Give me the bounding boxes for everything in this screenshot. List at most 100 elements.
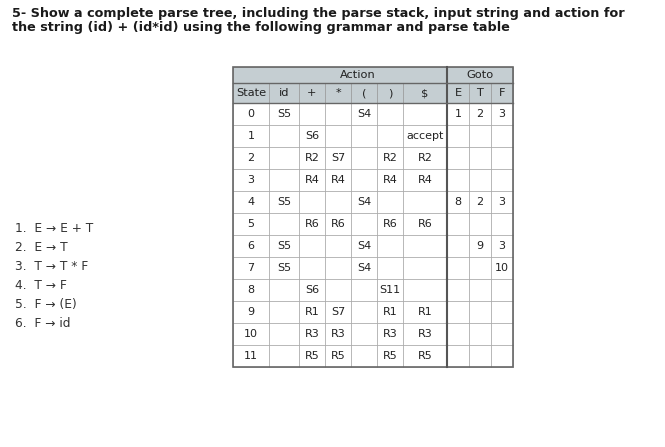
Bar [325, 257, 351, 279]
Bar [269, 83, 299, 103]
Text: S5: S5 [277, 263, 291, 273]
Text: S5: S5 [277, 109, 291, 119]
Bar [233, 191, 269, 213]
Bar [403, 279, 447, 301]
Text: S5: S5 [277, 197, 291, 207]
Bar [325, 147, 351, 169]
Bar [299, 125, 325, 147]
Text: 4: 4 [247, 197, 255, 207]
Bar [299, 83, 325, 103]
Bar [491, 257, 513, 279]
Bar [325, 301, 351, 323]
Text: S4: S4 [357, 109, 371, 119]
Bar [491, 103, 513, 125]
Text: R6: R6 [331, 219, 345, 229]
Text: R4: R4 [305, 175, 319, 185]
Text: 3: 3 [499, 241, 505, 251]
Bar [377, 279, 403, 301]
Bar [447, 83, 469, 103]
Text: S7: S7 [331, 153, 345, 163]
Text: R1: R1 [418, 307, 432, 317]
Text: R4: R4 [418, 175, 432, 185]
Text: id: id [279, 88, 289, 98]
Text: F: F [499, 88, 505, 98]
Bar [269, 213, 299, 235]
Bar [447, 257, 469, 279]
Bar [491, 301, 513, 323]
Text: 1: 1 [454, 109, 462, 119]
Text: R6: R6 [305, 219, 319, 229]
Bar [403, 235, 447, 257]
Text: 0: 0 [247, 109, 255, 119]
Bar [299, 323, 325, 345]
Bar [403, 345, 447, 367]
Text: 5.  F → (E): 5. F → (E) [15, 298, 76, 311]
Text: R6: R6 [418, 219, 432, 229]
Bar [447, 213, 469, 235]
Bar [299, 235, 325, 257]
Bar [491, 169, 513, 191]
Bar [299, 257, 325, 279]
Bar [377, 213, 403, 235]
Text: 6: 6 [247, 241, 255, 251]
Text: R5: R5 [331, 351, 345, 361]
Text: R2: R2 [305, 153, 319, 163]
Text: 8: 8 [454, 197, 462, 207]
Text: S6: S6 [305, 131, 319, 141]
Bar [325, 169, 351, 191]
Text: State: State [236, 88, 266, 98]
Text: S7: S7 [331, 307, 345, 317]
Text: *: * [335, 88, 341, 98]
Bar [299, 213, 325, 235]
Bar [269, 103, 299, 125]
Bar [325, 191, 351, 213]
Bar [403, 213, 447, 235]
Bar [447, 169, 469, 191]
Bar [491, 345, 513, 367]
Bar [351, 213, 377, 235]
Bar [377, 169, 403, 191]
Bar [351, 83, 377, 103]
Bar [299, 345, 325, 367]
Text: S4: S4 [357, 263, 371, 273]
Text: 10: 10 [244, 329, 258, 339]
Bar [403, 169, 447, 191]
Bar [325, 125, 351, 147]
Bar [403, 125, 447, 147]
Bar [351, 147, 377, 169]
Text: S5: S5 [277, 241, 291, 251]
Bar [469, 191, 491, 213]
Bar [351, 345, 377, 367]
Bar [491, 323, 513, 345]
Bar [299, 169, 325, 191]
Bar [269, 235, 299, 257]
Bar [299, 103, 325, 125]
Bar [377, 323, 403, 345]
Bar [269, 323, 299, 345]
Bar [351, 257, 377, 279]
Bar [447, 147, 469, 169]
Text: R6: R6 [382, 219, 398, 229]
Bar [269, 125, 299, 147]
Bar [469, 147, 491, 169]
Bar [269, 301, 299, 323]
Text: 3.  T → T * F: 3. T → T * F [15, 260, 88, 273]
Bar [269, 147, 299, 169]
Bar [491, 279, 513, 301]
Text: (: ( [362, 88, 366, 98]
Text: R1: R1 [305, 307, 319, 317]
Text: 8: 8 [247, 285, 255, 295]
Text: 3: 3 [247, 175, 255, 185]
Text: R5: R5 [382, 351, 398, 361]
Text: E: E [454, 88, 462, 98]
Bar [447, 323, 469, 345]
Text: 2: 2 [476, 197, 483, 207]
Bar [325, 103, 351, 125]
Bar [403, 83, 447, 103]
Text: R3: R3 [331, 329, 345, 339]
Bar [403, 301, 447, 323]
Bar [269, 191, 299, 213]
Bar [469, 169, 491, 191]
Text: 7: 7 [247, 263, 255, 273]
Text: 2: 2 [247, 153, 255, 163]
